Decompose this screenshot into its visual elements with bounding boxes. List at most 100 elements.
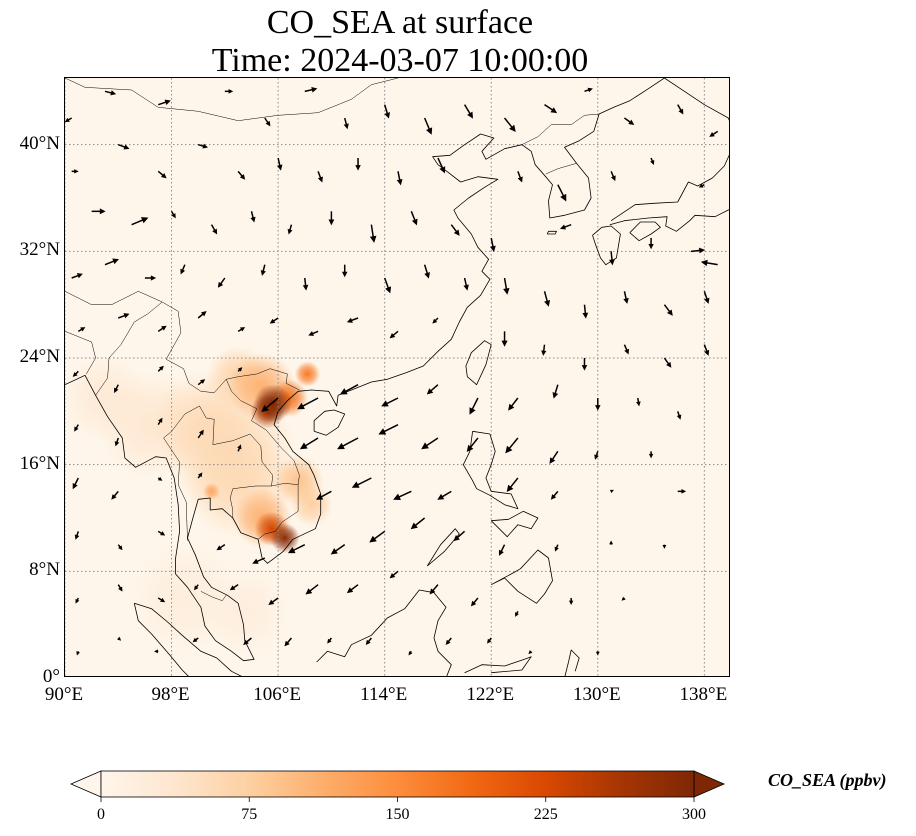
- colorbar-extend-max: [693, 770, 726, 798]
- wind-arrow: [581, 358, 588, 371]
- wind-arrow: [157, 417, 163, 426]
- wind-arrow: [610, 171, 616, 182]
- colorbar-tick-label: 75: [241, 806, 258, 823]
- wind-arrow: [157, 365, 164, 372]
- wind-arrow: [648, 451, 654, 459]
- border-cambodia-thailand: [229, 485, 272, 518]
- coastline-honshu-north: [610, 154, 729, 222]
- coastline-palawan: [426, 528, 460, 567]
- longitude-tick-label: 106°E: [253, 684, 301, 705]
- wind-arrow: [700, 259, 718, 267]
- coastline-luzon: [462, 430, 519, 510]
- coastline-mainland-coast: [65, 78, 665, 662]
- coastline-taiwan: [465, 340, 492, 386]
- wind-arrow: [389, 330, 399, 339]
- wind-arrow: [118, 313, 130, 319]
- longitude-tick-label: 130°E: [572, 684, 621, 705]
- wind-arrow: [541, 344, 547, 356]
- wind-arrow: [453, 530, 466, 542]
- co-hotspot: [202, 568, 288, 654]
- wind-arrow: [369, 224, 377, 243]
- wind-arrow: [396, 171, 403, 186]
- latitude-tick-label: 16°N: [19, 452, 60, 474]
- coastline-shikoku: [629, 221, 661, 242]
- border-china-korea: [521, 113, 600, 145]
- wind-arrow: [703, 291, 710, 304]
- wind-arrow: [72, 477, 79, 490]
- colorbar-tick-label: 0: [97, 806, 105, 823]
- wind-arrow: [662, 544, 667, 549]
- wind-arrow: [346, 317, 359, 323]
- wind-arrow: [302, 277, 309, 291]
- wind-arrow: [609, 251, 615, 266]
- wind-arrow: [517, 171, 523, 183]
- wind-arrow: [623, 344, 629, 355]
- wind-arrow: [505, 437, 519, 454]
- wind-arrow: [77, 327, 86, 332]
- wind-arrow: [237, 444, 242, 452]
- wind-arrow: [490, 237, 496, 252]
- wind-arrow: [508, 397, 519, 411]
- wind-arrow: [118, 143, 130, 150]
- wind-arrow: [75, 597, 80, 604]
- wind-arrow: [636, 397, 641, 407]
- latitude-tick-label: 0°: [42, 666, 60, 687]
- wind-arrow: [426, 384, 439, 395]
- border-laos-china-vietnam: [214, 368, 300, 393]
- wind-arrow: [343, 117, 349, 130]
- coastline-borneo: [316, 589, 452, 676]
- wind-arrow: [470, 597, 479, 607]
- wind-arrow: [76, 651, 80, 656]
- wind-arrow: [276, 157, 283, 171]
- wind-arrow: [117, 584, 123, 592]
- longitude-tick-label: 138°E: [679, 684, 728, 705]
- wind-arrow: [250, 211, 256, 223]
- wind-arrow: [297, 397, 319, 410]
- wind-arrow: [339, 384, 359, 395]
- wind-arrow: [330, 544, 346, 555]
- wind-arrow: [237, 367, 243, 372]
- latitude-tick-label: 24°N: [19, 346, 60, 367]
- latitude-tick-label: 32°N: [19, 239, 60, 261]
- border-thailand-myanmar: [163, 405, 200, 541]
- wind-arrow: [157, 476, 163, 481]
- coastline-sakhalin-coast: [664, 78, 729, 121]
- wind-arrow: [269, 317, 279, 324]
- wind-arrow: [410, 211, 418, 226]
- wind-arrow: [381, 397, 399, 407]
- map-plot-area: [64, 77, 730, 677]
- wind-arrow: [408, 650, 413, 656]
- wind-arrow: [423, 264, 430, 279]
- wind-arrow: [410, 517, 426, 530]
- wind-arrow: [557, 184, 567, 202]
- wind-arrow: [365, 637, 372, 645]
- wind-arrow: [268, 597, 279, 605]
- wind-arrow: [469, 397, 479, 415]
- wind-arrow: [91, 208, 106, 215]
- longitude-tick-label: 98°E: [151, 684, 190, 705]
- wind-arrow: [648, 238, 654, 250]
- wind-arrow: [552, 384, 559, 399]
- wind-arrow: [690, 247, 706, 254]
- latitude-tick-label: 40°N: [19, 132, 60, 154]
- wind-arrow: [450, 224, 460, 236]
- wind-arrow: [114, 384, 119, 394]
- longitude-tick-label: 90°E: [44, 684, 84, 705]
- wind-arrow: [144, 275, 157, 281]
- wind-arrow: [157, 597, 166, 603]
- border-bangladesh: [65, 331, 96, 375]
- wind-arrow: [429, 584, 439, 595]
- wind-arrow: [341, 264, 348, 278]
- wind-arrow: [709, 130, 719, 137]
- wind-arrow: [117, 636, 122, 641]
- wind-arrow: [594, 451, 599, 460]
- wind-arrow: [299, 437, 319, 450]
- wind-arrow: [237, 170, 246, 180]
- coastline-hainan: [313, 409, 346, 436]
- border-china-mongolia: [65, 78, 399, 121]
- coastline-sumatra: [134, 602, 242, 676]
- wind-arrow: [217, 277, 226, 288]
- wind-arrow: [445, 637, 452, 645]
- wind-arrow: [437, 157, 446, 174]
- co-hotspot: [294, 361, 321, 387]
